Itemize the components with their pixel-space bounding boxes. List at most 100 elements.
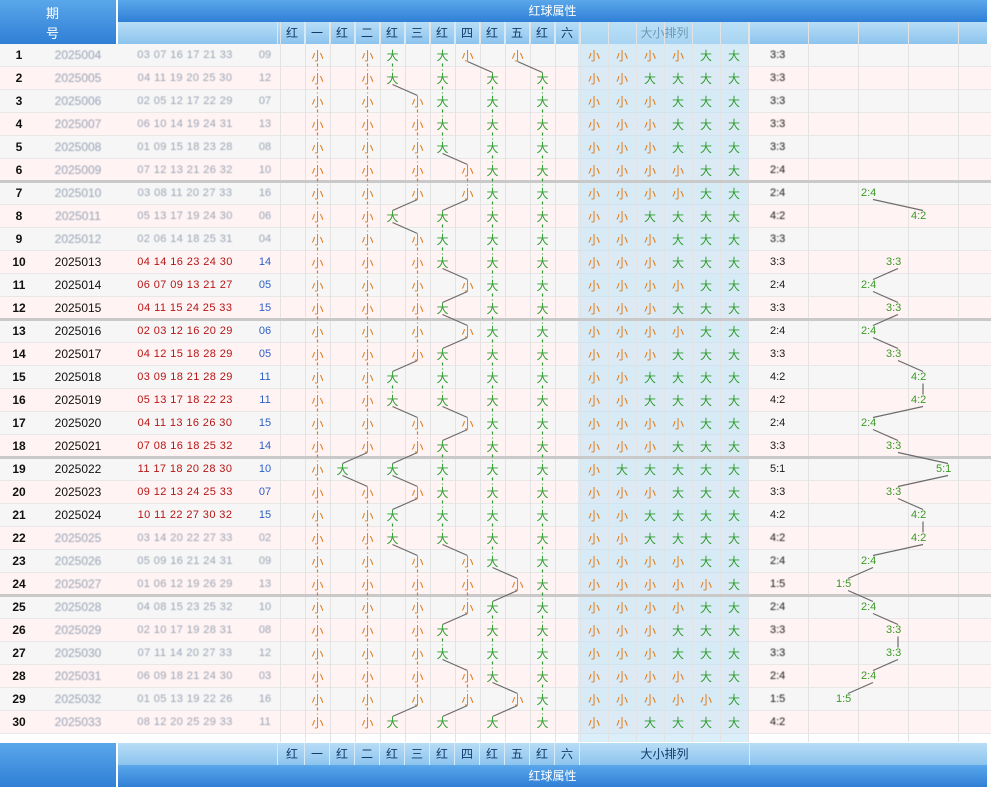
size-big-mark: 大 xyxy=(727,301,740,316)
size-big-mark: 大 xyxy=(671,370,684,385)
big-mark: 大 xyxy=(536,370,549,385)
ratio-trend-mark: 4:2 xyxy=(911,531,927,544)
small-mark: 小 xyxy=(361,324,374,339)
small-mark: 小 xyxy=(311,347,324,362)
ratio-trend-mark: 1:5 xyxy=(836,577,852,590)
row-number: 21 xyxy=(12,508,26,522)
size-ratio: 1:5 xyxy=(770,577,786,590)
red-balls: 02 05 12 17 22 29 xyxy=(137,95,233,107)
size-small-mark: 小 xyxy=(643,669,656,684)
row-number: 8 xyxy=(15,209,23,223)
blue-ball: 15 xyxy=(258,302,272,314)
small-mark: 小 xyxy=(361,347,374,362)
row-number: 17 xyxy=(12,416,26,430)
small-mark: 小 xyxy=(511,577,524,592)
size-big-mark: 大 xyxy=(671,140,684,155)
red-balls: 06 10 14 19 24 31 xyxy=(137,118,233,130)
issue-number: 2025033 xyxy=(54,715,102,729)
trend-line-segment xyxy=(872,543,924,557)
header-col-1: 红 xyxy=(280,22,305,44)
size-small-mark: 小 xyxy=(615,370,628,385)
ratio-trend-mark: 4:2 xyxy=(911,508,927,521)
ratio-trend-mark: 4:2 xyxy=(911,393,927,406)
row-number: 28 xyxy=(12,669,26,683)
size-big-mark: 大 xyxy=(727,416,740,431)
trend-line-segment xyxy=(847,589,874,603)
size-small-mark: 小 xyxy=(587,600,600,615)
blue-ball: 13 xyxy=(258,118,272,130)
size-small-mark: 小 xyxy=(587,140,600,155)
size-big-mark: 大 xyxy=(727,209,740,224)
size-small-mark: 小 xyxy=(615,531,628,546)
blue-ball: 11 xyxy=(259,716,271,728)
trend-line-segment xyxy=(492,589,518,603)
grid-line xyxy=(608,22,609,742)
size-small-mark: 小 xyxy=(615,646,628,661)
big-mark: 大 xyxy=(486,324,499,339)
ratio-trend-mark: 2:4 xyxy=(861,416,877,429)
big-mark: 大 xyxy=(536,140,549,155)
size-ratio: 3:3 xyxy=(770,439,786,452)
grid-line xyxy=(355,22,356,742)
small-mark: 小 xyxy=(311,600,324,615)
big-mark: 大 xyxy=(536,347,549,362)
big-mark: 大 xyxy=(536,71,549,86)
size-small-mark: 小 xyxy=(587,577,600,592)
big-mark: 大 xyxy=(436,439,449,454)
blue-ball: 15 xyxy=(258,509,272,521)
size-small-mark: 小 xyxy=(643,577,656,592)
big-mark: 大 xyxy=(486,508,499,523)
red-balls: 05 09 16 21 24 31 xyxy=(137,555,233,567)
size-big-mark: 大 xyxy=(671,347,684,362)
big-mark: 大 xyxy=(436,347,449,362)
blue-ball: 06 xyxy=(258,325,272,337)
small-mark: 小 xyxy=(361,232,374,247)
footer-columns: 红一红二红三红四红五红六大小排列 xyxy=(118,743,987,765)
big-mark: 大 xyxy=(486,485,499,500)
big-mark: 大 xyxy=(436,370,449,385)
big-mark: 大 xyxy=(486,531,499,546)
footer-attr-bar: 红球属性 xyxy=(118,765,987,787)
size-small-mark: 小 xyxy=(587,508,600,523)
size-big-mark: 大 xyxy=(643,370,656,385)
size-big-mark: 大 xyxy=(671,439,684,454)
big-mark: 大 xyxy=(536,646,549,661)
blue-ball: 07 xyxy=(258,95,272,107)
size-big-mark: 大 xyxy=(727,577,740,592)
ratio-trend-mark: 4:2 xyxy=(911,370,927,383)
size-big-mark: 大 xyxy=(727,623,740,638)
row-number: 9 xyxy=(15,232,23,246)
size-big-mark: 大 xyxy=(671,94,684,109)
ratio-trend-mark: 3:3 xyxy=(886,623,902,636)
red-balls: 03 07 16 17 21 33 xyxy=(137,49,233,61)
size-big-mark: 大 xyxy=(699,71,712,86)
size-ratio: 3:3 xyxy=(770,347,786,360)
big-mark: 大 xyxy=(486,623,499,638)
trend-line-segment xyxy=(392,497,418,511)
row-number: 19 xyxy=(12,462,26,476)
size-small-mark: 小 xyxy=(615,232,628,247)
big-mark: 大 xyxy=(386,531,399,546)
size-small-mark: 小 xyxy=(587,301,600,316)
red-balls: 04 11 19 20 25 30 xyxy=(137,72,233,84)
big-mark: 大 xyxy=(436,462,449,477)
trend-line-segment xyxy=(392,83,418,97)
footer-col-6: 三 xyxy=(405,743,430,765)
small-mark: 小 xyxy=(311,715,324,730)
small-mark: 小 xyxy=(311,140,324,155)
header-col-7: 红 xyxy=(430,22,455,44)
issue-number: 2025010 xyxy=(54,186,102,200)
small-mark: 小 xyxy=(311,48,324,63)
trend-line-segment xyxy=(442,543,468,557)
size-big-mark: 大 xyxy=(671,646,684,661)
size-small-mark: 小 xyxy=(671,416,684,431)
red-balls: 09 12 13 24 25 33 xyxy=(137,486,233,498)
size-big-mark: 大 xyxy=(699,163,712,178)
grid-line xyxy=(808,22,809,742)
small-mark: 小 xyxy=(361,48,374,63)
size-small-mark: 小 xyxy=(643,255,656,270)
size-small-mark: 小 xyxy=(615,48,628,63)
blue-ball: 10 xyxy=(258,601,272,613)
big-mark: 大 xyxy=(536,393,549,408)
header-blank xyxy=(118,22,278,44)
